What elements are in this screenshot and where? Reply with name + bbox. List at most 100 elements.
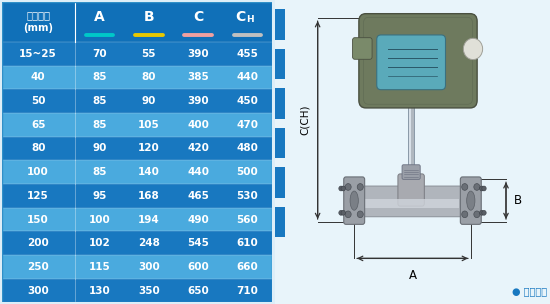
Text: 385: 385 [188, 72, 209, 82]
Text: 545: 545 [187, 238, 209, 248]
Text: C: C [235, 10, 245, 24]
Text: 455: 455 [236, 49, 258, 59]
Text: B: B [514, 194, 522, 207]
Text: 120: 120 [138, 143, 160, 154]
Text: 100: 100 [28, 167, 49, 177]
Bar [408, 100, 414, 169]
Text: 400: 400 [187, 120, 209, 130]
Circle shape [339, 186, 343, 191]
Text: 200: 200 [28, 238, 49, 248]
Bar [409, 100, 411, 169]
Text: 650: 650 [188, 286, 209, 295]
Text: 85: 85 [92, 96, 107, 106]
Circle shape [345, 184, 351, 190]
Text: 300: 300 [28, 286, 49, 295]
Text: 130: 130 [89, 286, 111, 295]
Text: 95: 95 [92, 191, 107, 201]
Circle shape [358, 184, 364, 190]
Bar [275, 49, 285, 79]
Text: 150: 150 [28, 215, 49, 225]
FancyBboxPatch shape [398, 174, 425, 206]
Bar [2, 2, 272, 42]
Circle shape [358, 211, 364, 218]
Text: 15~25: 15~25 [19, 49, 57, 59]
Circle shape [341, 186, 345, 191]
Text: 610: 610 [236, 238, 258, 248]
Circle shape [341, 210, 345, 215]
Bar [275, 167, 285, 198]
Text: 140: 140 [138, 167, 160, 177]
FancyBboxPatch shape [460, 177, 481, 224]
Text: 250: 250 [28, 262, 49, 272]
Text: 80: 80 [141, 72, 156, 82]
Circle shape [482, 186, 486, 191]
Bar [2, 184, 272, 208]
Text: C: C [193, 10, 204, 24]
Text: 440: 440 [187, 167, 209, 177]
Text: 50: 50 [31, 96, 46, 106]
Bar [275, 128, 285, 158]
Text: 710: 710 [236, 286, 258, 295]
Bar [2, 42, 272, 65]
Text: 102: 102 [89, 238, 111, 248]
Text: 125: 125 [28, 191, 49, 201]
Text: 490: 490 [188, 215, 209, 225]
Text: 65: 65 [31, 120, 46, 130]
Text: B: B [144, 10, 154, 24]
Text: 465: 465 [187, 191, 209, 201]
Text: 300: 300 [138, 262, 160, 272]
Text: 660: 660 [236, 262, 258, 272]
Text: 100: 100 [89, 215, 111, 225]
Bar [275, 9, 285, 40]
Circle shape [462, 211, 468, 218]
Bar [364, 199, 459, 208]
Text: A: A [94, 10, 105, 24]
Text: 350: 350 [138, 286, 160, 295]
Circle shape [462, 184, 468, 190]
Text: ● 常规仪表: ● 常规仪表 [512, 286, 547, 296]
Text: 470: 470 [236, 120, 258, 130]
Text: 85: 85 [92, 72, 107, 82]
Circle shape [345, 211, 351, 218]
Bar [2, 208, 272, 231]
Text: 55: 55 [141, 49, 156, 59]
Text: 500: 500 [236, 167, 258, 177]
Bar [2, 160, 272, 184]
Bar [2, 279, 272, 302]
Text: 530: 530 [236, 191, 258, 201]
Bar [2, 89, 272, 113]
Text: 105: 105 [138, 120, 160, 130]
Circle shape [474, 211, 480, 218]
Text: 115: 115 [89, 262, 111, 272]
Text: A: A [409, 269, 416, 282]
Ellipse shape [466, 191, 475, 210]
FancyBboxPatch shape [377, 35, 446, 90]
FancyBboxPatch shape [356, 186, 467, 217]
Text: H: H [246, 15, 254, 24]
Text: 560: 560 [236, 215, 258, 225]
Circle shape [482, 210, 486, 215]
Bar [275, 207, 285, 237]
Text: C(CH): C(CH) [300, 105, 310, 135]
Circle shape [480, 210, 484, 215]
Text: 450: 450 [236, 96, 258, 106]
Text: 168: 168 [138, 191, 160, 201]
Text: 仪表口径
(mm): 仪表口径 (mm) [23, 10, 53, 33]
Text: 80: 80 [31, 143, 46, 154]
Text: 440: 440 [236, 72, 258, 82]
Text: 85: 85 [92, 120, 107, 130]
FancyBboxPatch shape [359, 14, 477, 108]
Text: 85: 85 [92, 167, 107, 177]
Text: 40: 40 [31, 72, 46, 82]
Circle shape [463, 38, 483, 60]
Text: 90: 90 [92, 143, 107, 154]
Text: 480: 480 [236, 143, 258, 154]
Bar [2, 113, 272, 136]
Bar [2, 136, 272, 160]
Ellipse shape [350, 191, 359, 210]
FancyBboxPatch shape [353, 38, 372, 59]
Text: 390: 390 [188, 49, 209, 59]
Text: 194: 194 [138, 215, 160, 225]
FancyBboxPatch shape [402, 165, 420, 179]
Bar [275, 88, 285, 119]
